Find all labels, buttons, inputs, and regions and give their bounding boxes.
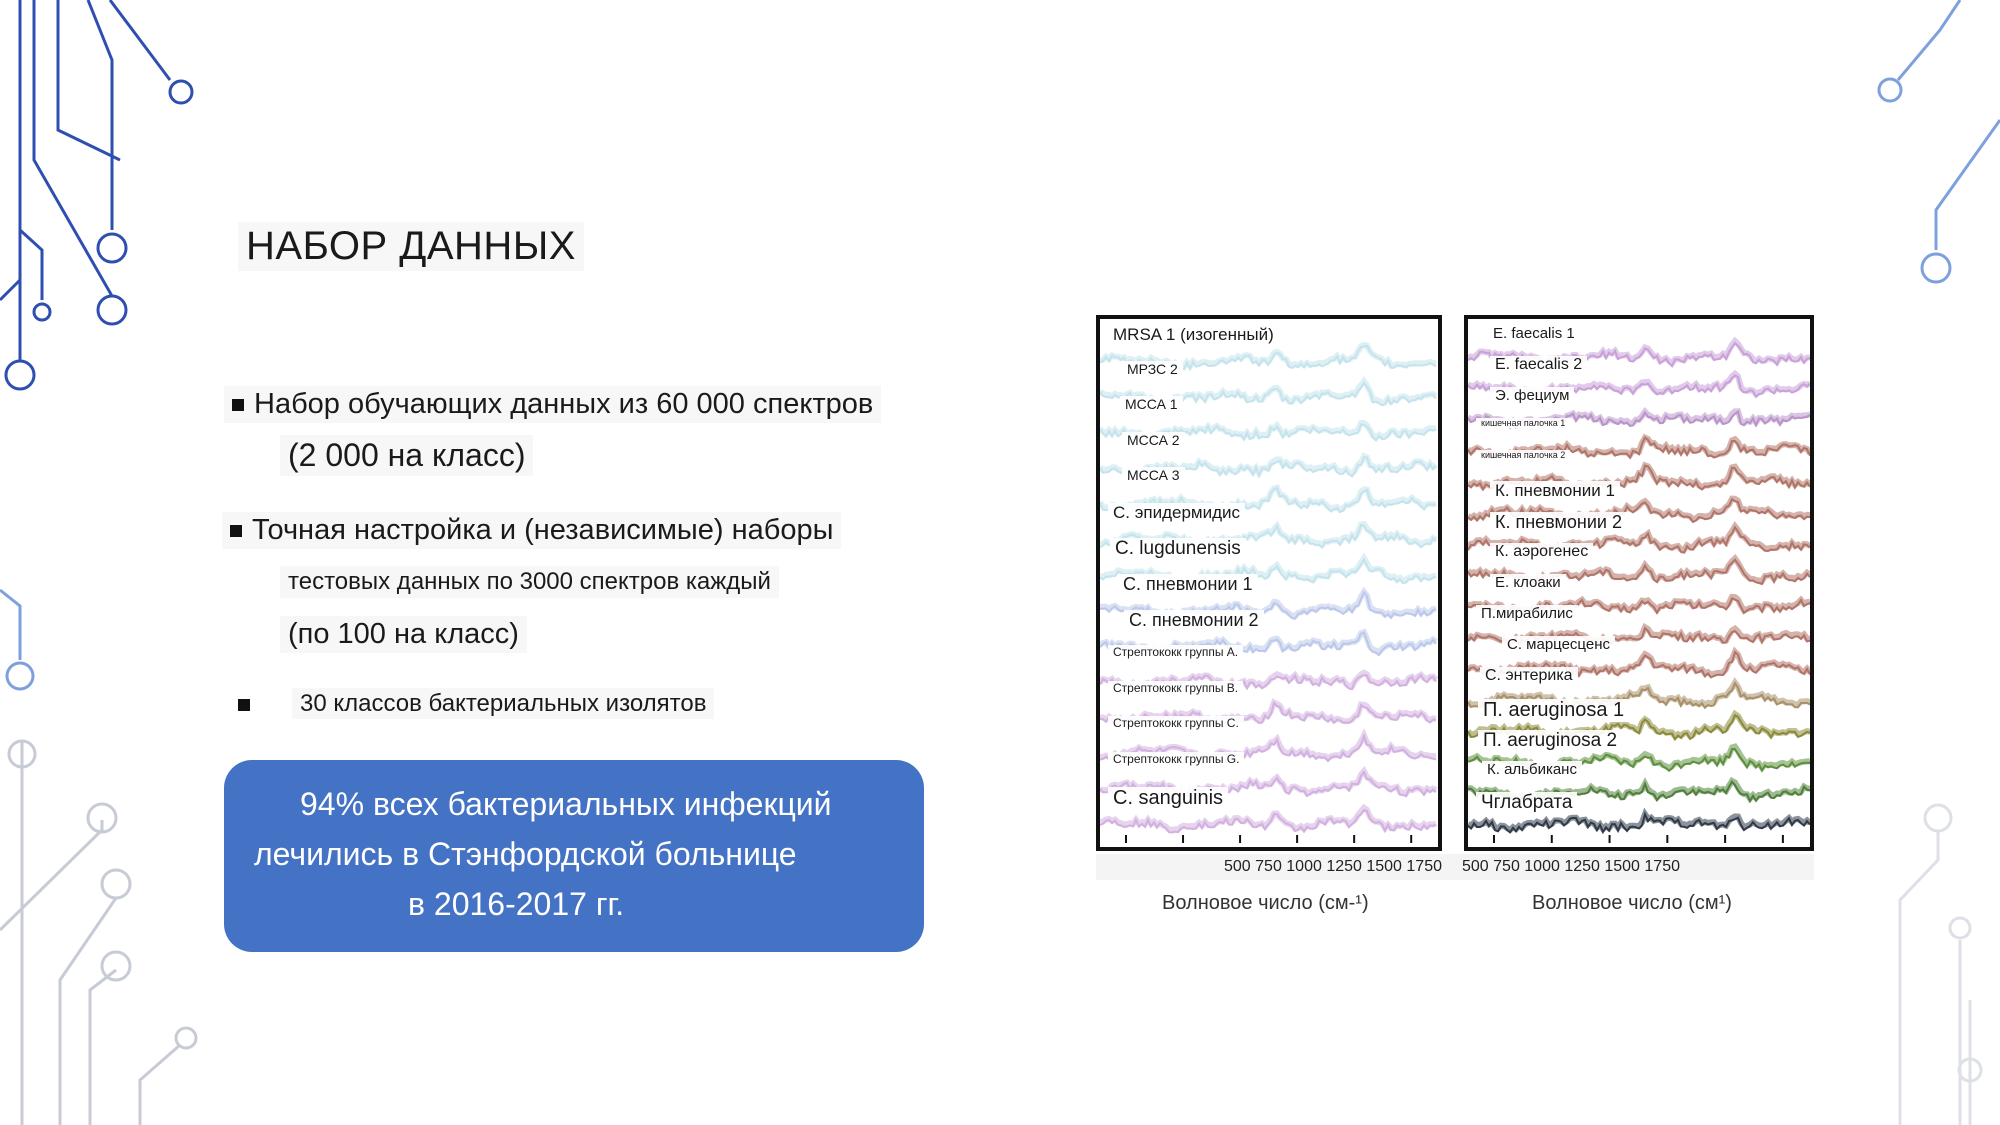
spectrum-label: К. аэрогенес bbox=[1490, 542, 1594, 561]
spectrum-line bbox=[1100, 770, 1437, 798]
bullet-finetune: Точная настройка и (независимые) наборы bbox=[222, 512, 842, 549]
spectrum-label: К. пневмонии 2 bbox=[1490, 511, 1627, 533]
bullet-finetune-cont2: (по 100 на класс) bbox=[280, 616, 527, 653]
spectrum-label: Е. клоаки bbox=[1490, 574, 1566, 591]
callout-line-1: 94% всех бактериальных инфекций bbox=[300, 786, 832, 823]
spectrum-label: E. faecalis 1 bbox=[1488, 325, 1580, 342]
spectrum-label: кишечная палочка 2 bbox=[1476, 449, 1571, 460]
spectrum-label: МССА 3 bbox=[1122, 467, 1185, 484]
spectrum-label: С. lugdunensis bbox=[1110, 538, 1246, 561]
bullet-training: Набор обучающих данных из 60 000 спектро… bbox=[224, 386, 882, 423]
x-axis-label-left: Волновое число (см-¹) bbox=[1162, 892, 1369, 914]
spectrum-label: С. пневмонии 1 bbox=[1118, 574, 1258, 595]
bullet-finetune-cont1: тестовых данных по 3000 спектров каждый bbox=[280, 566, 779, 598]
bullet-text: Набор обучающих данных из 60 000 спектро… bbox=[254, 388, 874, 420]
spectrum-label: Чглабрата bbox=[1476, 791, 1578, 814]
spectrum-label: Стрептококк группы G. bbox=[1108, 751, 1245, 766]
spectrum-label: П. aeruginosa 1 bbox=[1478, 698, 1630, 722]
bullet-marker bbox=[230, 525, 242, 538]
spectrum-label: МССА 2 bbox=[1122, 431, 1185, 448]
spectrum-label: С. sanguinis bbox=[1108, 787, 1229, 811]
x-ticks-right: 500 750 1000 1250 1500 1750 bbox=[1462, 858, 1680, 875]
x-ticks-left: 500 750 1000 1250 1500 1750 bbox=[1224, 858, 1442, 875]
spectra-panel-left: MRSA 1 (изогенный) МРЗС 2 МССА 1 МССА 2 МССА… bbox=[1096, 315, 1442, 851]
slide-title: НАБОР ДАННЫХ bbox=[238, 222, 584, 271]
callout-line-2: лечились в Стэнфордской больнице bbox=[254, 836, 797, 873]
spectrum-label: С. марцесценс bbox=[1502, 636, 1615, 654]
spectrum-label: Стрептококк группы В. bbox=[1108, 680, 1244, 695]
spectrum-label: E. faecalis 2 bbox=[1490, 356, 1588, 375]
spectrum-label: кишечная палочка 1 bbox=[1476, 418, 1571, 429]
spectrum-label: С. эпидермидис bbox=[1108, 502, 1246, 523]
spectrum-label: МРЗС 2 bbox=[1122, 360, 1183, 377]
spectrum-label: К. пневмонии 1 bbox=[1490, 480, 1620, 501]
callout-line-3: в 2016-2017 гг. bbox=[408, 886, 625, 923]
spectrum-label: К. альбиканс bbox=[1482, 760, 1582, 778]
callout-box: 94% всех бактериальных инфекций лечились… bbox=[224, 760, 924, 952]
bullet-marker bbox=[238, 698, 250, 711]
bullet-text: Точная настройка и (независимые) наборы bbox=[252, 514, 834, 546]
spectrum-label: П. aeruginosa 2 bbox=[1478, 729, 1623, 752]
bullet-classes: 30 классов бактериальных изолятов bbox=[230, 688, 722, 720]
spectrum-label: С. энтерика bbox=[1480, 667, 1578, 686]
bullet-training-cont: (2 000 на класс) bbox=[280, 435, 534, 476]
axis-strip bbox=[1096, 854, 1814, 880]
x-axis-label-right: Волновое число (см¹) bbox=[1532, 892, 1732, 914]
bullet-marker bbox=[232, 399, 244, 412]
spectrum-label: С. пневмонии 2 bbox=[1124, 609, 1264, 631]
spectrum-band bbox=[1100, 698, 1437, 728]
spectrum-label: Стрептококк группы С. bbox=[1108, 716, 1244, 731]
bullet-text: 30 классов бактериальных изолятов bbox=[292, 688, 715, 719]
spectra-panel-right: E. faecalis 1 E. faecalis 2 Э. фециум кишеч… bbox=[1464, 315, 1814, 851]
spectrum-label: Э. фециум bbox=[1490, 387, 1575, 405]
spectrum-line bbox=[1100, 732, 1437, 763]
spectrum-label: MRSA 1 (изогенный) bbox=[1108, 325, 1279, 345]
spectrum-line bbox=[1100, 808, 1437, 834]
spectrum-label: МССА 1 bbox=[1120, 396, 1183, 413]
spectrum-line bbox=[1468, 525, 1810, 555]
spectrum-line bbox=[1468, 811, 1810, 835]
spectrum-label: Стрептококк группы А. bbox=[1108, 645, 1244, 660]
spectrum-label: П.мирабилис bbox=[1476, 605, 1578, 623]
